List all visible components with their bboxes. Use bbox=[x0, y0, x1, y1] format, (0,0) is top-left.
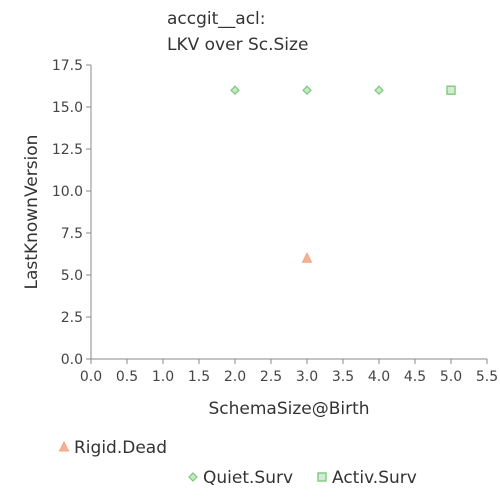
x-tick-label: 3.5 bbox=[332, 369, 354, 385]
y-tick-label: 0.0 bbox=[61, 352, 83, 368]
x-tick-label: 2.0 bbox=[224, 369, 246, 385]
x-tick-label: 5.5 bbox=[476, 369, 498, 385]
y-tick-label: 10.0 bbox=[52, 184, 83, 200]
legend: Rigid.Dead Quiet.Surv Activ.Surv bbox=[58, 438, 417, 488]
point-quiet-surv bbox=[302, 85, 312, 96]
data-points bbox=[230, 85, 456, 263]
y-axis-label: LastKnownVersion bbox=[22, 135, 42, 290]
point-rigid-dead bbox=[301, 252, 313, 263]
x-tick-label: 0.5 bbox=[116, 369, 138, 385]
x-tick-label: 4.0 bbox=[368, 369, 390, 385]
y-tick-label: 17.5 bbox=[52, 58, 83, 74]
y-tick-label: 5.0 bbox=[61, 268, 83, 284]
x-tick-label: 3.0 bbox=[296, 369, 318, 385]
point-quiet-surv bbox=[230, 85, 240, 96]
x-tick-label: 1.5 bbox=[188, 369, 210, 385]
legend-label-quiet-surv: Quiet.Surv bbox=[203, 468, 293, 488]
chart-title-line-1: accgit__acl: bbox=[167, 9, 266, 29]
x-ticks: 0.0 0.5 1.0 1.5 2.0 2.5 3.0 3.5 4.0 4.5 5.0 5.5 bbox=[80, 359, 498, 385]
x-tick-label: 5.0 bbox=[440, 369, 462, 385]
point-quiet-surv bbox=[374, 85, 384, 96]
legend-marker-rigid-dead bbox=[58, 440, 70, 452]
y-tick-label: 7.5 bbox=[61, 226, 83, 242]
point-activ-surv bbox=[446, 85, 456, 95]
y-tick-label: 2.5 bbox=[61, 310, 83, 326]
y-ticks: 0.0 2.5 5.0 7.5 10.0 12.5 15.0 17.5 bbox=[52, 58, 91, 368]
x-tick-label: 0.0 bbox=[80, 369, 102, 385]
y-tick-label: 15.0 bbox=[52, 100, 83, 116]
legend-marker-quiet-surv bbox=[188, 472, 198, 482]
x-tick-label: 4.5 bbox=[404, 369, 426, 385]
legend-marker-activ-surv bbox=[317, 472, 327, 482]
x-tick-label: 1.0 bbox=[152, 369, 174, 385]
legend-label-activ-surv: Activ.Surv bbox=[332, 468, 417, 488]
y-tick-label: 12.5 bbox=[52, 142, 83, 158]
x-tick-label: 2.5 bbox=[260, 369, 282, 385]
legend-label-rigid-dead: Rigid.Dead bbox=[74, 438, 167, 458]
axes bbox=[90, 65, 487, 360]
x-axis-label: SchemaSize@Birth bbox=[208, 399, 369, 419]
chart-title-line-2: LKV over Sc.Size bbox=[167, 35, 308, 55]
